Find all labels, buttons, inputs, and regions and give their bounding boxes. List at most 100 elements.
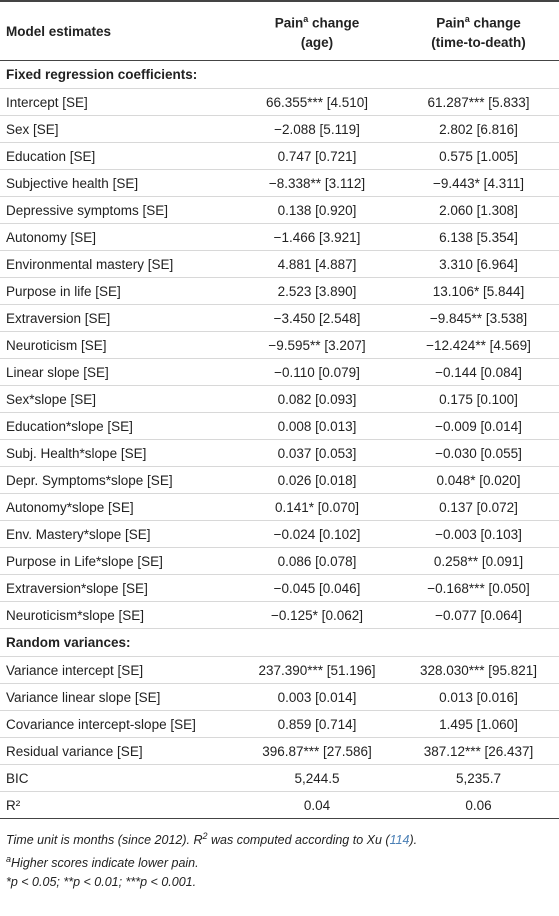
- row-label: Purpose in Life*slope [SE]: [0, 547, 236, 575]
- data-row: BIC 5,244.5 5,235.7: [0, 764, 559, 792]
- value-cell: 0.04: [236, 791, 398, 819]
- header-cell: Model estimates: [0, 0, 236, 61]
- results-table: Model estimates Paina change (age) Paina …: [0, 0, 559, 819]
- value-cell: −9.595** [3.207]: [236, 331, 398, 359]
- note: *p < 0.05; **p < 0.01; ***p < 0.001.: [6, 873, 553, 892]
- row-label: Autonomy*slope [SE]: [0, 493, 236, 521]
- section-title: Fixed regression coefficients:: [0, 60, 559, 89]
- row-label: Environmental mastery [SE]: [0, 250, 236, 278]
- value-cell: −0.030 [0.055]: [398, 439, 559, 467]
- row-label: Env. Mastery*slope [SE]: [0, 520, 236, 548]
- header-text: change: [308, 15, 360, 31]
- header-row: Model estimates Paina change (age) Paina …: [0, 0, 559, 61]
- reference-link[interactable]: 114: [389, 833, 410, 848]
- value-cell: 328.030*** [95.821]: [398, 656, 559, 684]
- data-row: Sex [SE] −2.088 [5.119] 2.802 [6.816]: [0, 115, 559, 143]
- data-row: Subjective health [SE] −8.338** [3.112] −9…: [0, 169, 559, 197]
- data-row: Autonomy [SE] −1.466 [3.921] 6.138 [5.354]: [0, 223, 559, 251]
- data-row: Env. Mastery*slope [SE] −0.024 [0.102] −0.…: [0, 520, 559, 548]
- value-cell: 0.037 [0.053]: [236, 439, 398, 467]
- section-title: Random variances:: [0, 628, 559, 657]
- section-row: Fixed regression coefficients:: [0, 60, 559, 89]
- header-text: Pain: [436, 15, 465, 31]
- value-cell: −1.466 [3.921]: [236, 223, 398, 251]
- value-cell: −0.009 [0.014]: [398, 412, 559, 440]
- row-label: Sex*slope [SE]: [0, 385, 236, 413]
- value-cell: 2.060 [1.308]: [398, 196, 559, 224]
- value-cell: −9.845** [3.538]: [398, 304, 559, 332]
- value-cell: 0.008 [0.013]: [236, 412, 398, 440]
- value-cell: −12.424** [4.569]: [398, 331, 559, 359]
- value-cell: 0.048* [0.020]: [398, 466, 559, 494]
- header-text: Pain: [274, 15, 304, 31]
- data-row: Education [SE] 0.747 [0.721] 0.575 [1.005]: [0, 142, 559, 170]
- value-cell: 66.355*** [4.510]: [236, 88, 398, 116]
- note: aHigher scores indicate lower pain.: [6, 850, 553, 873]
- data-row: Covariance intercept-slope [SE] 0.859 [0.…: [0, 710, 559, 738]
- row-label: Sex [SE]: [0, 115, 236, 143]
- value-cell: 0.026 [0.018]: [236, 466, 398, 494]
- value-cell: 0.141* [0.070]: [236, 493, 398, 521]
- value-cell: 3.310 [6.964]: [398, 250, 559, 278]
- value-cell: 0.082 [0.093]: [236, 385, 398, 413]
- row-label: Intercept [SE]: [0, 88, 236, 116]
- value-cell: 6.138 [5.354]: [398, 223, 559, 251]
- row-label: Variance intercept [SE]: [0, 656, 236, 684]
- header-text: (age): [300, 34, 334, 50]
- value-cell: −9.443* [4.311]: [398, 169, 559, 197]
- value-cell: −0.168*** [0.050]: [398, 574, 559, 602]
- value-cell: 2.523 [3.890]: [236, 277, 398, 305]
- data-row: Intercept [SE] 66.355*** [4.510] 61.287***…: [0, 88, 559, 116]
- row-label: Linear slope [SE]: [0, 358, 236, 386]
- row-label: Depr. Symptoms*slope [SE]: [0, 466, 236, 494]
- header-cell: Paina change (time-to-death): [398, 0, 559, 61]
- section-row: Random variances:: [0, 628, 559, 657]
- value-cell: 5,244.5: [236, 764, 398, 792]
- note: Time unit is months (since 2012). R2 was…: [6, 827, 553, 850]
- row-label: Extraversion*slope [SE]: [0, 574, 236, 602]
- row-label: Subjective health [SE]: [0, 169, 236, 197]
- note-text: ).: [409, 833, 418, 848]
- header-text: change: [469, 15, 521, 31]
- value-cell: −0.045 [0.046]: [236, 574, 398, 602]
- value-cell: −0.125* [0.062]: [236, 601, 398, 629]
- value-cell: 2.802 [6.816]: [398, 115, 559, 143]
- value-cell: −0.077 [0.064]: [398, 601, 559, 629]
- data-row: Purpose in Life*slope [SE] 0.086 [0.078] 0…: [0, 547, 559, 575]
- row-label: Covariance intercept-slope [SE]: [0, 710, 236, 738]
- row-label: Neuroticism*slope [SE]: [0, 601, 236, 629]
- value-cell: 13.106* [5.844]: [398, 277, 559, 305]
- data-row: Sex*slope [SE] 0.082 [0.093] 0.175 [0.100]: [0, 385, 559, 413]
- value-cell: 0.138 [0.920]: [236, 196, 398, 224]
- data-row: Depressive symptoms [SE] 0.138 [0.920] 2.0…: [0, 196, 559, 224]
- value-cell: 5,235.7: [398, 764, 559, 792]
- value-cell: 61.287*** [5.833]: [398, 88, 559, 116]
- header-text: (time-to-death): [431, 34, 526, 50]
- data-row: Autonomy*slope [SE] 0.141* [0.070] 0.137 […: [0, 493, 559, 521]
- data-row: Extraversion*slope [SE] −0.045 [0.046] −0.…: [0, 574, 559, 602]
- data-row: Neuroticism*slope [SE] −0.125* [0.062] −0.…: [0, 601, 559, 629]
- header-cell: Paina change (age): [236, 0, 398, 61]
- value-cell: −0.024 [0.102]: [236, 520, 398, 548]
- note-text: R: [193, 833, 203, 848]
- value-cell: 4.881 [4.887]: [236, 250, 398, 278]
- row-label: Residual variance [SE]: [0, 737, 236, 765]
- row-label: Neuroticism [SE]: [0, 331, 236, 359]
- row-label: Purpose in life [SE]: [0, 277, 236, 305]
- data-row: Variance intercept [SE] 237.390*** [51.19…: [0, 656, 559, 684]
- notes: Time unit is months (since 2012). R2 was…: [0, 819, 559, 892]
- row-label: Depressive symptoms [SE]: [0, 196, 236, 224]
- value-cell: 0.575 [1.005]: [398, 142, 559, 170]
- note-sup: 2: [202, 831, 208, 841]
- value-cell: 237.390*** [51.196]: [236, 656, 398, 684]
- value-cell: −2.088 [5.119]: [236, 115, 398, 143]
- row-label: BIC: [0, 764, 236, 792]
- value-cell: 1.495 [1.060]: [398, 710, 559, 738]
- value-cell: 0.175 [0.100]: [398, 385, 559, 413]
- value-cell: −3.450 [2.548]: [236, 304, 398, 332]
- note-text: Time unit is months (since 2012).: [6, 833, 194, 848]
- value-cell: −8.338** [3.112]: [236, 169, 398, 197]
- row-label: Subj. Health*slope [SE]: [0, 439, 236, 467]
- data-row: Extraversion [SE] −3.450 [2.548] −9.845** …: [0, 304, 559, 332]
